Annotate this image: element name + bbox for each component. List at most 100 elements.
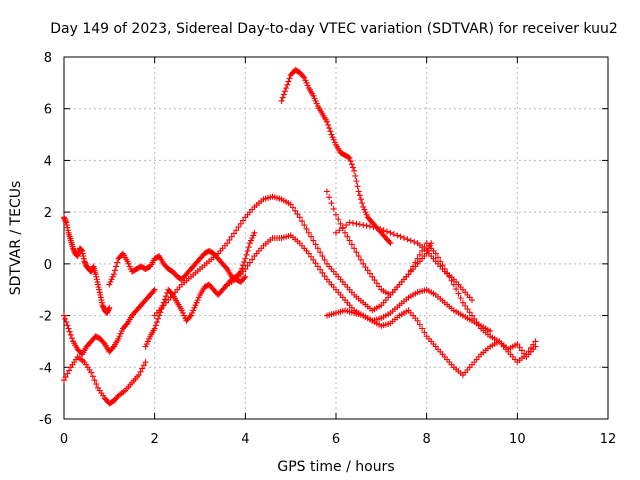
data-point	[464, 306, 471, 313]
data-point	[343, 222, 350, 229]
data-point	[352, 172, 359, 179]
data-point	[300, 73, 307, 80]
data-point	[142, 343, 149, 350]
data-point	[369, 273, 376, 280]
data-point	[231, 230, 237, 237]
data-point	[518, 347, 525, 354]
data-point	[292, 207, 299, 214]
data-point	[105, 307, 112, 314]
data-point	[302, 77, 309, 84]
data-point	[181, 312, 188, 319]
data-point	[390, 231, 397, 238]
y-tick-label: 6	[44, 103, 52, 118]
data-point	[362, 264, 369, 271]
data-point	[61, 377, 67, 384]
data-point	[414, 317, 421, 324]
data-point	[96, 286, 103, 293]
data-point	[305, 250, 312, 257]
data-point	[317, 266, 324, 273]
data-point	[323, 118, 330, 125]
data-point	[92, 271, 99, 278]
data-point	[235, 224, 242, 231]
data-point	[80, 253, 87, 260]
data-point	[93, 276, 100, 283]
data-series	[61, 286, 158, 358]
data-point	[242, 266, 249, 273]
data-point	[339, 224, 346, 231]
data-point	[140, 362, 147, 369]
data-point	[373, 280, 380, 287]
data-series	[61, 214, 113, 316]
data-point	[457, 295, 464, 302]
data-point	[310, 256, 317, 263]
data-point	[78, 246, 84, 253]
data-point	[459, 299, 466, 306]
data-point	[98, 299, 105, 306]
data-point	[78, 247, 85, 254]
data-point	[432, 250, 439, 257]
data-point	[61, 312, 67, 319]
data-point	[168, 290, 175, 297]
data-point	[62, 373, 69, 380]
data-point	[469, 297, 475, 304]
data-point	[359, 200, 366, 207]
data-point	[126, 263, 133, 270]
data-point	[337, 220, 344, 227]
data-point	[250, 232, 257, 239]
data-point	[350, 220, 356, 227]
data-point	[329, 134, 336, 141]
data-point	[155, 315, 162, 322]
data-point	[74, 252, 81, 259]
data-point	[61, 214, 67, 221]
data-point	[238, 265, 245, 272]
x-tick-label: 8	[423, 432, 431, 447]
data-point	[64, 322, 71, 329]
data-point	[410, 263, 417, 270]
data-series	[333, 219, 475, 304]
data-point	[475, 322, 482, 329]
data-point	[346, 154, 353, 161]
data-point	[70, 246, 77, 253]
data-point	[245, 244, 252, 251]
data-point	[321, 256, 328, 263]
data-point	[487, 328, 494, 335]
data-point	[224, 240, 231, 247]
data-point	[246, 259, 253, 266]
data-point	[240, 262, 247, 269]
data-point	[104, 308, 111, 315]
data-point	[91, 377, 98, 384]
data-point	[106, 304, 113, 311]
data-point	[251, 229, 258, 236]
data-point	[66, 367, 73, 374]
data-point	[521, 350, 528, 357]
data-point	[401, 235, 407, 241]
data-point	[63, 219, 70, 226]
data-point	[161, 296, 168, 303]
data-point	[473, 319, 480, 326]
data-point	[344, 233, 351, 240]
data-point	[342, 229, 349, 236]
data-point	[248, 237, 254, 244]
data-point	[335, 216, 342, 223]
data-point	[246, 240, 253, 247]
data-point	[190, 307, 197, 314]
data-point	[66, 328, 73, 335]
data-point	[116, 333, 123, 340]
data-point	[81, 258, 88, 265]
data-point	[100, 303, 107, 310]
data-point	[362, 209, 369, 216]
data-point	[301, 74, 308, 81]
data-point	[312, 260, 319, 267]
data-point	[435, 254, 441, 261]
data-point	[223, 264, 230, 271]
data-point	[226, 236, 233, 243]
data-point	[353, 220, 360, 227]
data-point	[194, 297, 201, 304]
data-point	[532, 343, 539, 350]
data-point	[363, 222, 370, 229]
data-point	[360, 222, 367, 229]
data-point	[195, 294, 202, 301]
data-point	[397, 233, 404, 240]
data-point	[114, 259, 121, 266]
chart-title: Day 149 of 2023, Sidereal Day-to-day VTE…	[50, 21, 618, 37]
